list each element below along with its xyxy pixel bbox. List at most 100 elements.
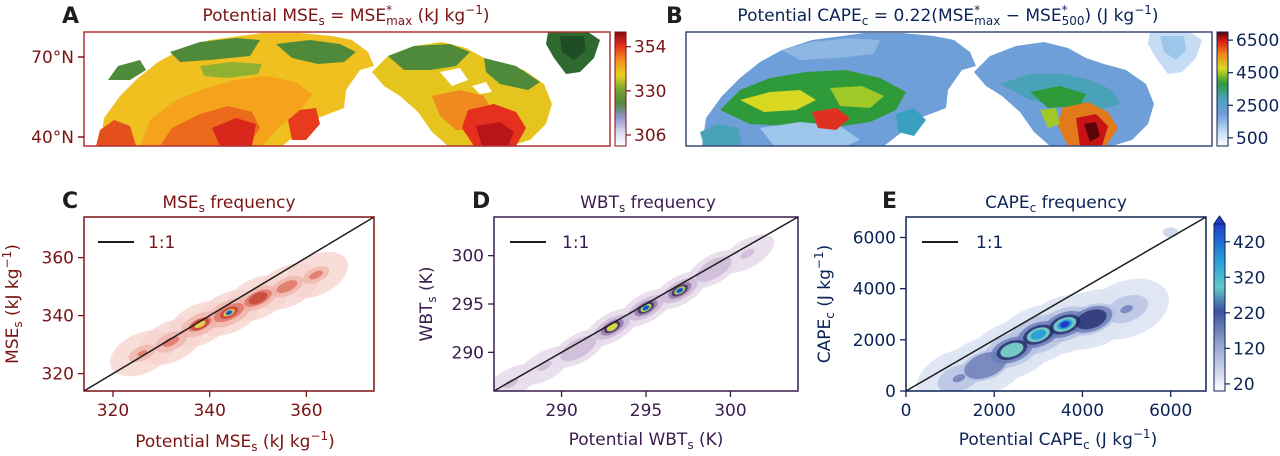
panel-e-density-tail	[1162, 227, 1179, 238]
panel-a-frame	[83, 31, 611, 147]
panel-c: C MSEs frequency 1:1 320 340 360320340360 …	[0, 189, 375, 454]
panel-d-ytick-label-1: 295	[452, 295, 484, 315]
panel-a: A Potential MSEs = MSE* max (kJ kg−1)	[31, 3, 666, 148]
panel-b-colorbar-label-0: 500	[1236, 129, 1268, 149]
panel-e-colorbar: 20 120 220 320 420	[1213, 215, 1265, 395]
panel-c-title: MSEs frequency	[162, 193, 295, 215]
panel-e-density-2-6	[1120, 305, 1133, 314]
panel-d-ytick-label-2: 300	[452, 247, 484, 267]
panel-e-xtick-label-1: 2000	[973, 401, 1016, 421]
panel-c-xtick-label-0: 320	[97, 401, 129, 421]
panel-c-density-2-5	[276, 280, 298, 294]
panel-b-colorbar-label-2: 4500	[1236, 64, 1279, 84]
panel-e-ytick-label-0: 0	[885, 382, 896, 402]
panel-letter-d: D	[472, 189, 490, 214]
panel-c-legend-label: 1:1	[148, 233, 175, 253]
panel-e-colorbar-label-0: 20	[1233, 375, 1255, 395]
panel-c-xtick-label-2: 360	[290, 401, 322, 421]
panel-d-density-6-5	[676, 288, 683, 293]
panel-e-xtick-label-0: 0	[901, 401, 912, 421]
panel-d-density-4-3	[606, 323, 618, 332]
panel-d-xlabel: Potential WBTs (K)	[569, 430, 724, 452]
panel-a-colorbar: 306 330 354	[614, 31, 666, 147]
panel-c-ytick-label-2: 360	[42, 249, 74, 269]
panel-e-frame	[905, 216, 1207, 392]
panel-c-legend: 1:1	[98, 233, 175, 253]
panel-c-ylabel: MSEs (kJ kg−1)	[0, 244, 25, 364]
panel-a-ylabel-40: 40°N	[31, 128, 74, 148]
panel-c-density-3-4	[248, 292, 268, 305]
panel-e-colorbar-label-4: 420	[1233, 233, 1265, 253]
panel-d-ytick-label-0: 290	[452, 343, 484, 363]
panel-e-colorbar-label-3: 320	[1233, 268, 1265, 288]
panel-a-colorbar-bar	[614, 31, 627, 147]
panel-e-xtick-label-3: 6000	[1149, 401, 1192, 421]
panel-d-legend: 1:1	[510, 233, 589, 253]
panel-e-density-5-3	[1030, 329, 1047, 340]
panel-c-ytick-label-1: 340	[42, 307, 74, 327]
panel-e-colorbar-bar	[1213, 223, 1226, 392]
panel-e-ytick-label-1: 2000	[853, 331, 896, 351]
panel-e-density	[916, 227, 1179, 391]
panel-d-density-1-1	[537, 360, 552, 371]
panel-c-one-to-one-line	[83, 216, 375, 392]
panel-e-ytick-label-2: 4000	[853, 280, 896, 300]
panel-letter-a: A	[62, 4, 79, 29]
panel-e-colorbar-extend	[1213, 215, 1226, 225]
panel-b-colorbar: 500 2500 4500 6500	[1216, 31, 1279, 149]
panel-d-density-1-2	[560, 335, 597, 362]
panel-e-xtick-label-2: 4000	[1061, 401, 1104, 421]
panel-e-legend-label: 1:1	[976, 233, 1003, 253]
panel-letter-e: E	[882, 189, 897, 214]
panel-b: B Potential CAPEc = 0.22(MSE* max − MSE* 5…	[666, 3, 1279, 149]
panel-d-title: WBTs frequency	[580, 193, 716, 215]
panel-letter-b: B	[666, 4, 683, 29]
panel-c-ytick-label-0: 320	[42, 365, 74, 385]
panel-b-colorbar-label-1: 2500	[1236, 96, 1279, 116]
panel-d-density	[494, 234, 775, 391]
panel-e-density-3-5	[1075, 309, 1107, 330]
panel-e-title: CAPEc frequency	[985, 193, 1127, 215]
panel-b-map	[686, 32, 1212, 146]
panel-e-colorbar-label-1: 120	[1233, 339, 1265, 359]
panel-c-xlabel: Potential MSEs (kJ kg−1)	[135, 429, 335, 454]
panel-d: D WBTs frequency 1:1 290 295 300290295300 …	[417, 189, 799, 452]
panel-a-colorbar-label-0: 306	[634, 126, 666, 146]
panel-e-density-6-4	[1060, 321, 1070, 328]
panel-d-ylabel: WBTs (K)	[417, 267, 439, 342]
panel-e-colorbar-label-2: 220	[1233, 304, 1265, 324]
panel-c-density-6-3	[226, 310, 232, 315]
panel-b-title: Potential CAPEc = 0.22(MSE* max − MSE* 500…	[737, 3, 1158, 28]
panel-b-colorbar-bar	[1216, 31, 1229, 147]
panel-c-density-2-1	[162, 336, 180, 347]
panel-d-density-6-4	[643, 305, 649, 311]
panel-letter-c: C	[62, 189, 78, 214]
panel-a-ylabel-70: 70°N	[31, 48, 74, 68]
panel-e-density-2-0	[952, 374, 966, 383]
panel-e-legend: 1:1	[922, 233, 1003, 253]
panel-e-one-to-one-line	[905, 216, 1207, 392]
panel-c-frame	[83, 216, 375, 392]
panel-b-colorbar-label-3: 6500	[1236, 31, 1279, 51]
panel-d-xtick-label-1: 295	[630, 401, 662, 421]
panel-a-colorbar-label-1: 330	[634, 82, 666, 102]
panel-e-ytick-label-3: 6000	[853, 228, 896, 248]
panel-a-map	[84, 32, 610, 146]
panel-a-colorbar-label-2: 354	[634, 38, 666, 58]
panel-d-legend-label: 1:1	[562, 233, 589, 253]
panel-c-density-2-6	[309, 270, 323, 280]
panel-d-density-1-6	[695, 256, 732, 282]
panel-a-yticks: 70°N 40°N	[31, 48, 84, 148]
panel-c-density-2-0	[137, 350, 147, 357]
panel-c-xtick-label-1: 340	[193, 401, 225, 421]
panel-d-density-1-7	[740, 248, 755, 259]
panel-c-density	[110, 251, 348, 377]
panel-a-title: Potential MSEs = MSE* max (kJ kg−1)	[202, 3, 489, 28]
panel-d-xtick-label-0: 290	[545, 401, 577, 421]
panel-e-xlabel: Potential CAPEc (J kg−1)	[959, 427, 1157, 452]
panel-e-density-4-2	[1000, 342, 1024, 358]
panel-e: E CAPEc frequency 1:1 0 2000 4000 6000 0 2000…	[812, 189, 1265, 452]
panel-e-ylabel: CAPEc (J kg−1)	[812, 245, 837, 364]
panel-b-frame	[685, 31, 1213, 147]
